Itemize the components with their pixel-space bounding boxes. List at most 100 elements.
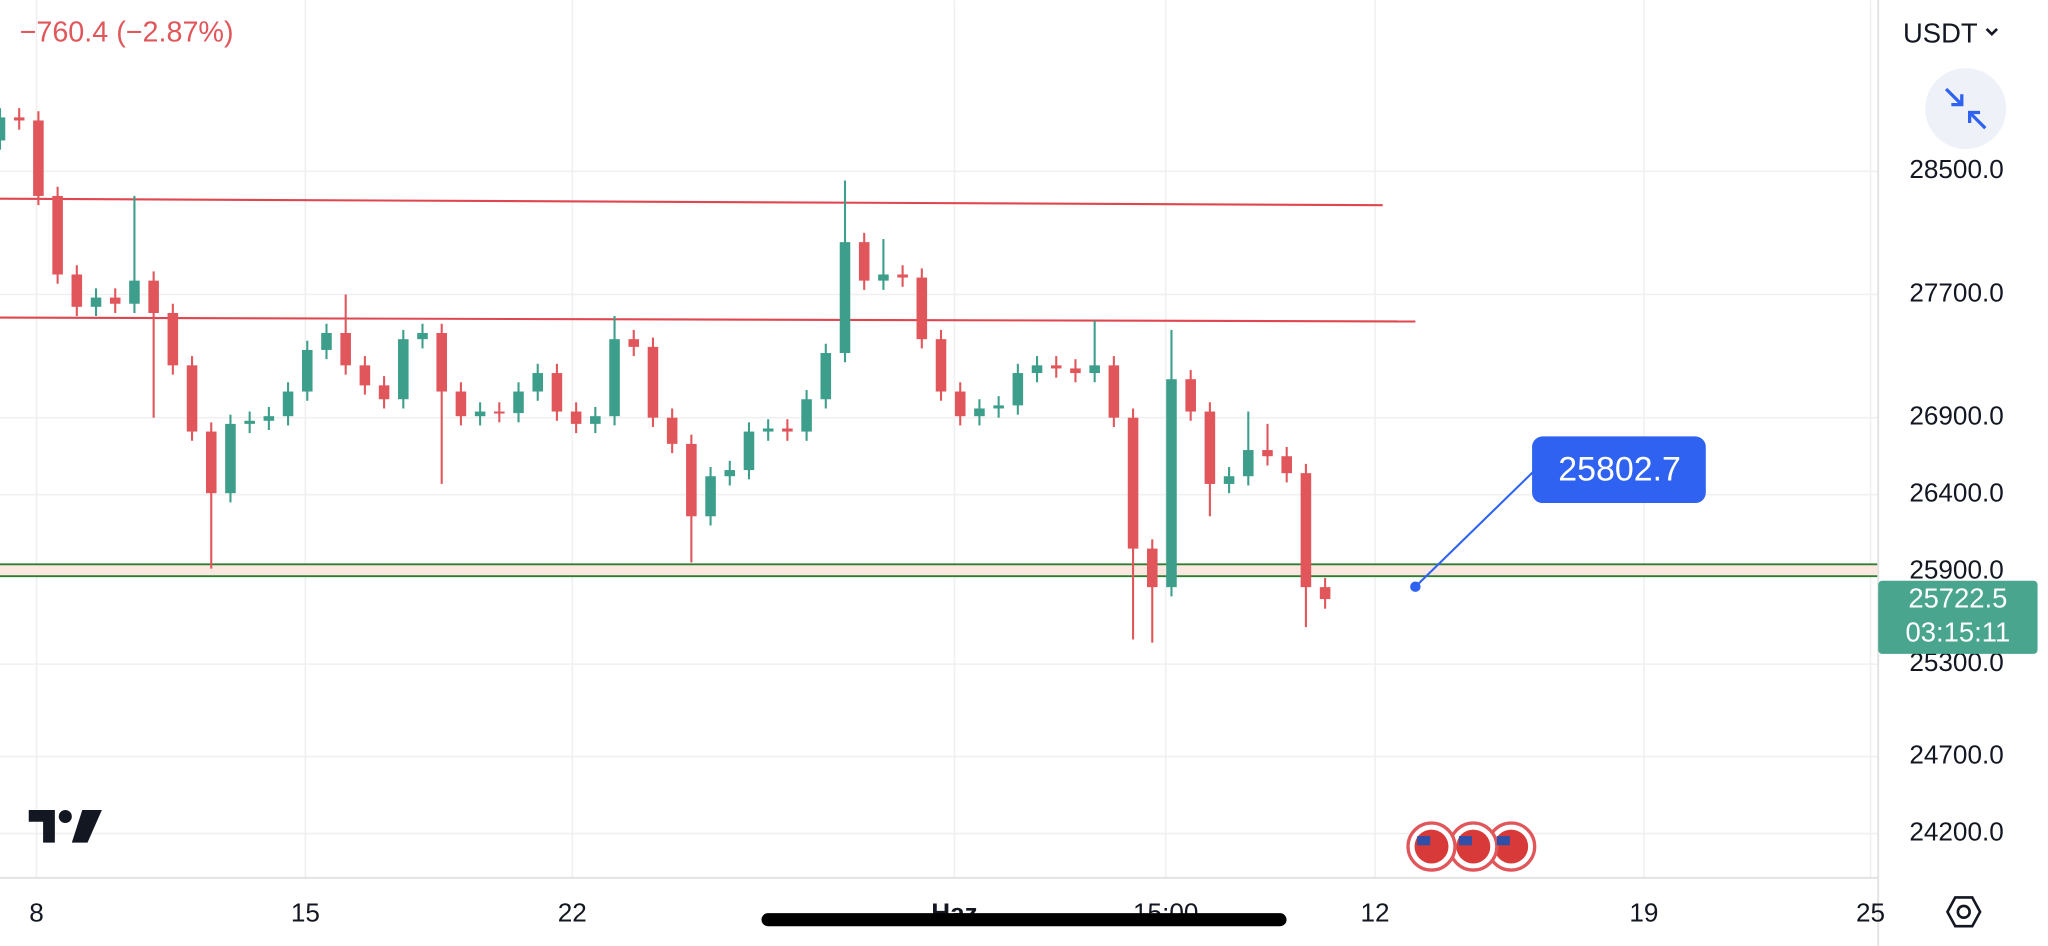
candle-body	[378, 385, 390, 400]
candle-body	[1300, 473, 1312, 588]
logo-part	[58, 809, 72, 824]
y-tick-label: 24200.0	[1909, 816, 2003, 846]
candle-body	[129, 280, 140, 304]
settings-button[interactable]	[1945, 896, 1982, 928]
candle-body	[954, 391, 966, 417]
candle-body	[186, 365, 198, 432]
y-tick-label: 28500.0	[1909, 154, 2003, 184]
settings-icon-center[interactable]	[1956, 904, 1971, 920]
x-tick-label: 12	[1361, 897, 1390, 927]
chevron-icon[interactable]	[1985, 27, 1998, 36]
flag-canton[interactable]	[1496, 836, 1510, 846]
home-indicator	[761, 913, 1287, 927]
candle-body	[1223, 476, 1235, 484]
candle-body	[1262, 450, 1273, 457]
candle-body	[321, 333, 332, 350]
candle-body	[417, 333, 428, 340]
callout-box	[1532, 436, 1706, 504]
y-tick-label: 27700.0	[1909, 277, 2003, 307]
collapse-bg[interactable]	[1925, 68, 2007, 150]
candle-body	[244, 420, 255, 424]
candle-body	[1319, 587, 1331, 600]
candle-body	[167, 312, 179, 366]
candle-body	[282, 391, 294, 417]
flag-face[interactable]	[1456, 829, 1491, 864]
candle-body	[494, 411, 505, 414]
candle-body	[858, 242, 870, 281]
collapse-button[interactable]	[1925, 68, 2007, 150]
currency-label[interactable]: USDT	[1903, 18, 1978, 49]
candle-body	[1012, 373, 1024, 406]
candle-body	[609, 339, 620, 417]
candle-body	[1127, 417, 1139, 549]
event-flags[interactable]	[1406, 821, 1537, 872]
candle-body	[301, 349, 313, 392]
candle-body	[340, 333, 351, 366]
callout-label: 25802.7	[1558, 451, 1681, 489]
candle-body	[1070, 368, 1081, 374]
logo-part	[71, 809, 102, 843]
candle-body	[628, 339, 640, 347]
countdown-label: 03:15:11	[1906, 617, 2011, 648]
y-tick-label: 26900.0	[1909, 401, 2003, 431]
candle-body	[1185, 379, 1196, 412]
flag-canton[interactable]	[1417, 836, 1431, 846]
candle-body	[0, 117, 6, 141]
candle-body	[974, 408, 985, 417]
flag-face[interactable]	[1494, 829, 1529, 864]
candle-body	[1146, 548, 1158, 588]
candle-body	[1281, 456, 1292, 474]
candle-body	[666, 417, 678, 444]
candle-body	[13, 117, 25, 121]
tradingview-logo	[28, 809, 102, 843]
candle-body	[762, 428, 774, 432]
y-tick-label: 24700.0	[1909, 739, 2003, 769]
currency-selector[interactable]: USDT	[1903, 18, 1998, 49]
candle-body	[474, 411, 486, 417]
candle-body	[686, 443, 697, 517]
candle-body	[90, 297, 102, 307]
candle-body	[724, 470, 736, 477]
candle-body	[205, 431, 217, 494]
y-tick-label: 25900.0	[1909, 555, 2003, 585]
candle-body	[916, 277, 928, 340]
candle-body	[897, 274, 908, 278]
candle-body	[570, 411, 582, 424]
candle-body	[148, 280, 159, 313]
candle-body	[1031, 365, 1043, 374]
last-price-label: 25722.5	[1908, 583, 2007, 614]
candle-body	[647, 346, 659, 418]
candle-body	[820, 353, 832, 400]
flag-face[interactable]	[1414, 829, 1449, 864]
candle-body	[993, 405, 1004, 409]
candle-body	[71, 274, 83, 307]
candle-body	[705, 476, 716, 517]
trendline	[0, 197, 1383, 207]
candle-body	[398, 339, 409, 400]
x-tick-label: 15	[291, 897, 320, 927]
candle-body	[782, 428, 793, 432]
drawings	[0, 197, 1879, 592]
callout-anchor	[1410, 581, 1421, 592]
candle-body	[551, 373, 563, 412]
candle-body	[743, 431, 755, 471]
collapse-icon[interactable]	[1944, 87, 1987, 130]
callout-line	[1414, 469, 1536, 588]
y-tick-label: 26400.0	[1909, 478, 2003, 508]
candle-body	[455, 391, 467, 417]
logo-part	[28, 809, 55, 843]
candle-body	[1243, 450, 1254, 477]
zone-fill	[0, 564, 1879, 577]
x-tick-label: 19	[1629, 897, 1658, 927]
candle-body	[532, 373, 544, 392]
flag-canton[interactable]	[1458, 836, 1472, 846]
candle-body	[263, 416, 275, 421]
settings-icon[interactable]	[1945, 896, 1982, 928]
candle-body	[436, 333, 447, 392]
candle-body	[801, 399, 812, 432]
candle-body	[935, 339, 947, 392]
candle-body	[109, 297, 121, 304]
